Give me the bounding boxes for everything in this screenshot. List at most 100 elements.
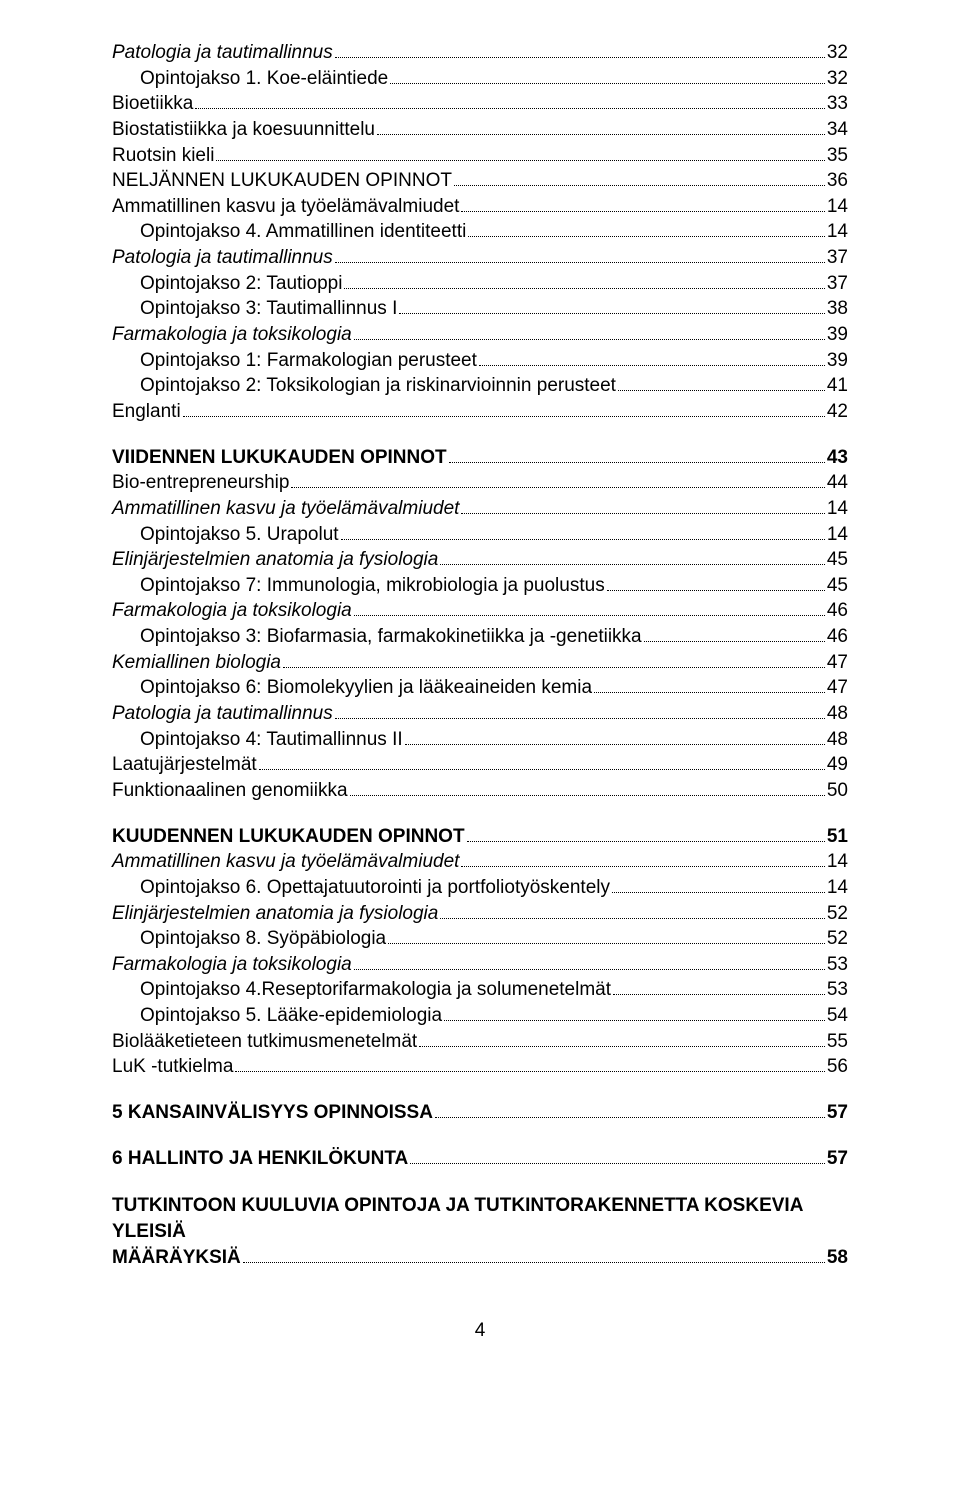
toc-label: Opintojakso 7: Immunologia, mikrobiologi… [140, 573, 605, 599]
toc-row: Biostatistiikka ja koesuunnittelu34 [112, 117, 848, 143]
toc-row: Bioetiikka33 [112, 91, 848, 117]
toc-row: Patologia ja tautimallinnus37 [112, 245, 848, 271]
dot-leader [283, 667, 825, 668]
toc-label: NELJÄNNEN LUKUKAUDEN OPINNOT [112, 168, 452, 194]
toc-label: Ammatillinen kasvu ja työelämävalmiudet [112, 496, 459, 522]
toc-label: Kemiallinen biologia [112, 650, 281, 676]
toc-row: Kemiallinen biologia47 [112, 650, 848, 676]
toc-label: Bio-entrepreneurship [112, 470, 289, 496]
toc-label: VIIDENNEN LUKUKAUDEN OPINNOT [112, 445, 447, 471]
toc-row: Opintojakso 2: Toksikologian ja riskinar… [112, 373, 848, 399]
toc-page-number: 53 [827, 952, 848, 978]
toc-row: Ammatillinen kasvu ja työelämävalmiudet 1… [112, 194, 848, 220]
toc-page-number: 14 [827, 522, 848, 548]
toc-label: Opintojakso 8. Syöpäbiologia [140, 926, 386, 952]
final-heading-label: MÄÄRÄYKSIÄ [112, 1245, 241, 1271]
dot-leader [618, 390, 825, 391]
dot-leader [405, 744, 825, 745]
dot-leader [195, 108, 825, 109]
dot-leader [467, 841, 825, 842]
toc-row: VIIDENNEN LUKUKAUDEN OPINNOT43 [112, 445, 848, 471]
toc-row: Patologia ja tautimallinnus 48 [112, 701, 848, 727]
dot-leader [354, 969, 825, 970]
toc-page-number: 48 [827, 727, 848, 753]
toc-page-number: 37 [827, 245, 848, 271]
toc-page-number: 14 [827, 849, 848, 875]
toc-label: Opintojakso 5. Lääke-epidemiologia [140, 1003, 442, 1029]
final-heading-line2: MÄÄRÄYKSIÄ 58 [112, 1245, 848, 1271]
final-heading-line1: TUTKINTOON KUULUVIA OPINTOJA JA TUTKINTO… [112, 1193, 848, 1244]
toc-row: Opintojakso 1. Koe-eläintiede 32 [112, 66, 848, 92]
dot-leader [216, 160, 824, 161]
toc-label: Opintojakso 5. Urapolut [140, 522, 339, 548]
dot-leader [410, 1163, 825, 1164]
toc-label: 6 HALLINTO JA HENKILÖKUNTA [112, 1146, 408, 1172]
toc-row: Ammatillinen kasvu ja työelämävalmiudet1… [112, 496, 848, 522]
dot-leader [388, 943, 825, 944]
toc-label: Opintojakso 2: Toksikologian ja riskinar… [140, 373, 616, 399]
toc-label: Opintojakso 1: Farmakologian perusteet [140, 348, 477, 374]
toc-page-number: 14 [827, 194, 848, 220]
dot-leader [335, 262, 825, 263]
toc-label: KUUDENNEN LUKUKAUDEN OPINNOT [112, 824, 465, 850]
toc-page-number: 51 [827, 824, 848, 850]
toc-label: Opintojakso 6: Biomolekyylien ja lääkeai… [140, 675, 592, 701]
dot-leader [461, 866, 824, 867]
toc-row: Funktionaalinen genomiikka50 [112, 778, 848, 804]
toc-label: Ruotsin kieli [112, 143, 214, 169]
toc-row: Biolääketieteen tutkimusmenetelmät55 [112, 1029, 848, 1055]
toc-label: Elinjärjestelmien anatomia ja fysiologia [112, 547, 438, 573]
toc-label: Elinjärjestelmien anatomia ja fysiologia [112, 901, 438, 927]
toc-row: Ruotsin kieli35 [112, 143, 848, 169]
toc-page-number: 32 [827, 66, 848, 92]
dot-leader [594, 692, 825, 693]
toc-page-number: 44 [827, 470, 848, 496]
dot-leader [612, 892, 825, 893]
dot-leader [435, 1117, 825, 1118]
dot-leader [344, 288, 824, 289]
toc-page-number: 32 [827, 40, 848, 66]
toc-page-number: 53 [827, 977, 848, 1003]
toc-row: Opintojakso 3: Biofarmasia, farmakokinet… [112, 624, 848, 650]
dot-leader [291, 487, 824, 488]
toc-page-number: 39 [827, 322, 848, 348]
toc-page-number: 48 [827, 701, 848, 727]
toc-page-number: 47 [827, 675, 848, 701]
toc-label: Funktionaalinen genomiikka [112, 778, 348, 804]
toc-label: Farmakologia ja toksikologia [112, 598, 352, 624]
dot-leader [613, 994, 825, 995]
toc-row: Opintojakso 7: Immunologia, mikrobiologi… [112, 573, 848, 599]
toc-label: 5 KANSAINVÄLISYYS OPINNOISSA [112, 1100, 433, 1126]
dot-leader [479, 365, 825, 366]
toc-row: NELJÄNNEN LUKUKAUDEN OPINNOT36 [112, 168, 848, 194]
dot-leader [335, 57, 825, 58]
toc-row: Opintojakso 8. Syöpäbiologia 52 [112, 926, 848, 952]
dot-leader [461, 211, 824, 212]
toc-page-number: 42 [827, 399, 848, 425]
dot-leader [449, 462, 825, 463]
toc-label: Farmakologia ja toksikologia [112, 322, 352, 348]
toc-row: Elinjärjestelmien anatomia ja fysiologia… [112, 901, 848, 927]
toc-label: Opintojakso 6. Opettajatuutorointi ja po… [140, 875, 610, 901]
toc-page-number: 45 [827, 547, 848, 573]
toc-label: Opintojakso 2: Tautioppi [140, 271, 342, 297]
toc-label: Englanti [112, 399, 181, 425]
toc-label: LuK -tutkielma [112, 1054, 233, 1080]
toc-page-number: 52 [827, 901, 848, 927]
toc-row: 5 KANSAINVÄLISYYS OPINNOISSA57 [112, 1100, 848, 1126]
toc-row: Farmakologia ja toksikologia 39 [112, 322, 848, 348]
dot-leader [607, 590, 825, 591]
toc-label: Biostatistiikka ja koesuunnittelu [112, 117, 375, 143]
dot-leader [350, 795, 825, 796]
toc-label: Patologia ja tautimallinnus [112, 701, 333, 727]
toc-label: Ammatillinen kasvu ja työelämävalmiudet [112, 194, 459, 220]
toc-page-number: 56 [827, 1054, 848, 1080]
toc-page-number: 49 [827, 752, 848, 778]
toc-row: Englanti 42 [112, 399, 848, 425]
toc-row: Opintojakso 1: Farmakologian perusteet39 [112, 348, 848, 374]
toc-page-number: 52 [827, 926, 848, 952]
toc-page-number: 38 [827, 296, 848, 322]
toc-label: Farmakologia ja toksikologia [112, 952, 352, 978]
toc-row: 6 HALLINTO JA HENKILÖKUNTA57 [112, 1146, 848, 1172]
toc-label: Opintojakso 1. Koe-eläintiede [140, 66, 388, 92]
